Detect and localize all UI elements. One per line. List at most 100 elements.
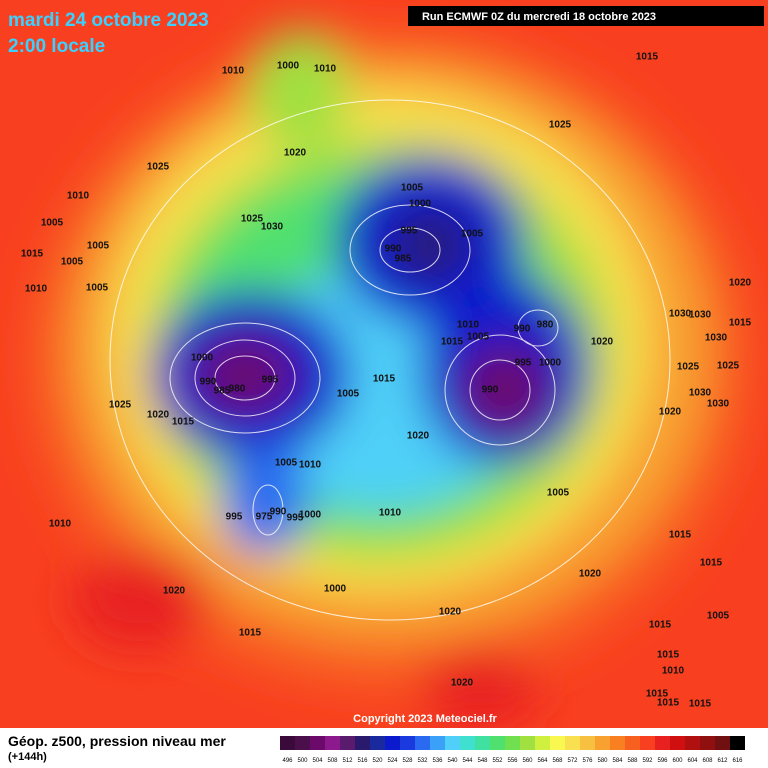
isobar-label: 1015 — [636, 52, 659, 63]
isobar-label: 990 — [200, 377, 217, 388]
colorbar-label: 520 — [372, 758, 383, 764]
isobar-label: 1015 — [646, 689, 669, 700]
isobar-label: 1030 — [705, 333, 728, 344]
colorbar-cell — [370, 736, 385, 750]
colorbar-label: 552 — [492, 758, 503, 764]
isobar-label: 1030 — [669, 309, 692, 320]
isobar-label: 1010 — [299, 460, 322, 471]
legend-title: Géop. z500, pression niveau mer — [8, 733, 226, 749]
isobar-label: 1015 — [657, 650, 680, 661]
isobar-label: 1000 — [191, 353, 214, 364]
colorbar-label: 512 — [342, 758, 353, 764]
colorbar-label: 588 — [627, 758, 638, 764]
colorbar-cell — [730, 736, 745, 750]
colorbar-cell — [520, 736, 535, 750]
isobar-label: 1015 — [729, 318, 752, 329]
run-banner — [408, 6, 764, 26]
copyright: Copyright 2023 Meteociel.fr — [353, 713, 497, 725]
isobar-label: 1015 — [657, 698, 680, 709]
isobar-label: 1030 — [689, 388, 712, 399]
colorbar-cell — [325, 736, 340, 750]
isobar-label: 995 — [262, 375, 279, 386]
colorbar-label: 544 — [462, 758, 473, 764]
isobars — [109, 99, 671, 621]
colorbar-cell — [655, 736, 670, 750]
isobar-label: 990 — [514, 324, 531, 335]
colorbar-label: 592 — [642, 758, 653, 764]
isobar-label: 1015 — [441, 337, 464, 348]
isobar-label: 1015 — [689, 699, 712, 710]
isobar-label: 1025 — [549, 120, 572, 131]
colorbar-label: 608 — [702, 758, 713, 764]
isobar-label: 1010 — [67, 191, 90, 202]
isobar-label: 995 — [226, 512, 243, 523]
colorbar-cell — [565, 736, 580, 750]
isobar-label: 1010 — [222, 66, 245, 77]
colorbar-cell — [340, 736, 355, 750]
isobar-label: 985 — [395, 254, 412, 265]
isobar-label: 1025 — [109, 400, 132, 411]
isobar-label: 1020 — [284, 148, 307, 159]
colorbar-cell — [460, 736, 475, 750]
isobar-label: 1005 — [61, 257, 84, 268]
isobar-label: 1025 — [717, 361, 740, 372]
colorbar-cell — [670, 736, 685, 750]
colorbar-label: 576 — [582, 758, 593, 764]
isobar-label: 1010 — [457, 320, 480, 331]
isobar-label: 1015 — [373, 374, 396, 385]
isobar-label: 1005 — [87, 241, 110, 252]
isobar-label: 980 — [229, 384, 246, 395]
isobar-label: 1020 — [451, 678, 474, 689]
colorbar-cell — [415, 736, 430, 750]
colorbar-label: 504 — [312, 758, 323, 764]
isobar-label: 1005 — [86, 283, 109, 294]
colorbar-cell — [610, 736, 625, 750]
isobar-label: 1005 — [467, 332, 490, 343]
isobar-label: 990 — [385, 244, 402, 255]
isobar-label: 1020 — [729, 278, 752, 289]
colorbar-label: 596 — [657, 758, 668, 764]
colorbar-label: 560 — [522, 758, 533, 764]
isobar-label: 1015 — [21, 249, 44, 260]
isobar-label: 1030 — [707, 399, 730, 410]
isobar-label: 1005 — [547, 488, 570, 499]
isobar-label: 995 — [287, 513, 304, 524]
isobar-label: 1020 — [439, 607, 462, 618]
colorbar-cell — [580, 736, 595, 750]
isobar-label: 1010 — [379, 508, 402, 519]
isobar-label: 1005 — [41, 218, 64, 229]
isobar-label: 1020 — [591, 337, 614, 348]
colorbar-cell — [355, 736, 370, 750]
isobar-label: 1020 — [163, 586, 186, 597]
isobar-label: 1030 — [261, 222, 284, 233]
colorbar-cell — [295, 736, 310, 750]
colorbar-label: 568 — [552, 758, 563, 764]
isobar-label: 995 — [401, 226, 418, 237]
colorbar-label: 600 — [672, 758, 683, 764]
isobar-label: 1010 — [662, 666, 685, 677]
valid-date: mardi 24 octobre 2023 — [8, 10, 209, 31]
colorbar-label: 548 — [477, 758, 488, 764]
isobar-label: 1000 — [539, 358, 562, 369]
colorbar-label: 564 — [537, 758, 548, 764]
colorbar-cell — [595, 736, 610, 750]
isobar-label: 1005 — [707, 611, 730, 622]
colorbar-label: 604 — [687, 758, 698, 764]
isobar-label: 1005 — [461, 229, 484, 240]
colorbar-cell — [700, 736, 715, 750]
isobar-label: 980 — [537, 320, 554, 331]
lead-time: (+144h) — [8, 751, 47, 763]
colorbar-cell — [310, 736, 325, 750]
isobar-label: 1015 — [239, 628, 262, 639]
colorbar-cell — [400, 736, 415, 750]
colorbar-label: 536 — [432, 758, 443, 764]
colorbar-label: 528 — [402, 758, 413, 764]
isobar-label: 1015 — [649, 620, 672, 631]
colorbar-label: 584 — [612, 758, 623, 764]
isobar-label: 1000 — [277, 61, 300, 72]
colorbar-cell — [385, 736, 400, 750]
colorbar-cell — [550, 736, 565, 750]
isobar-label: 1015 — [172, 417, 195, 428]
colorbar-label: 580 — [597, 758, 608, 764]
colorbar-cell — [715, 736, 730, 750]
